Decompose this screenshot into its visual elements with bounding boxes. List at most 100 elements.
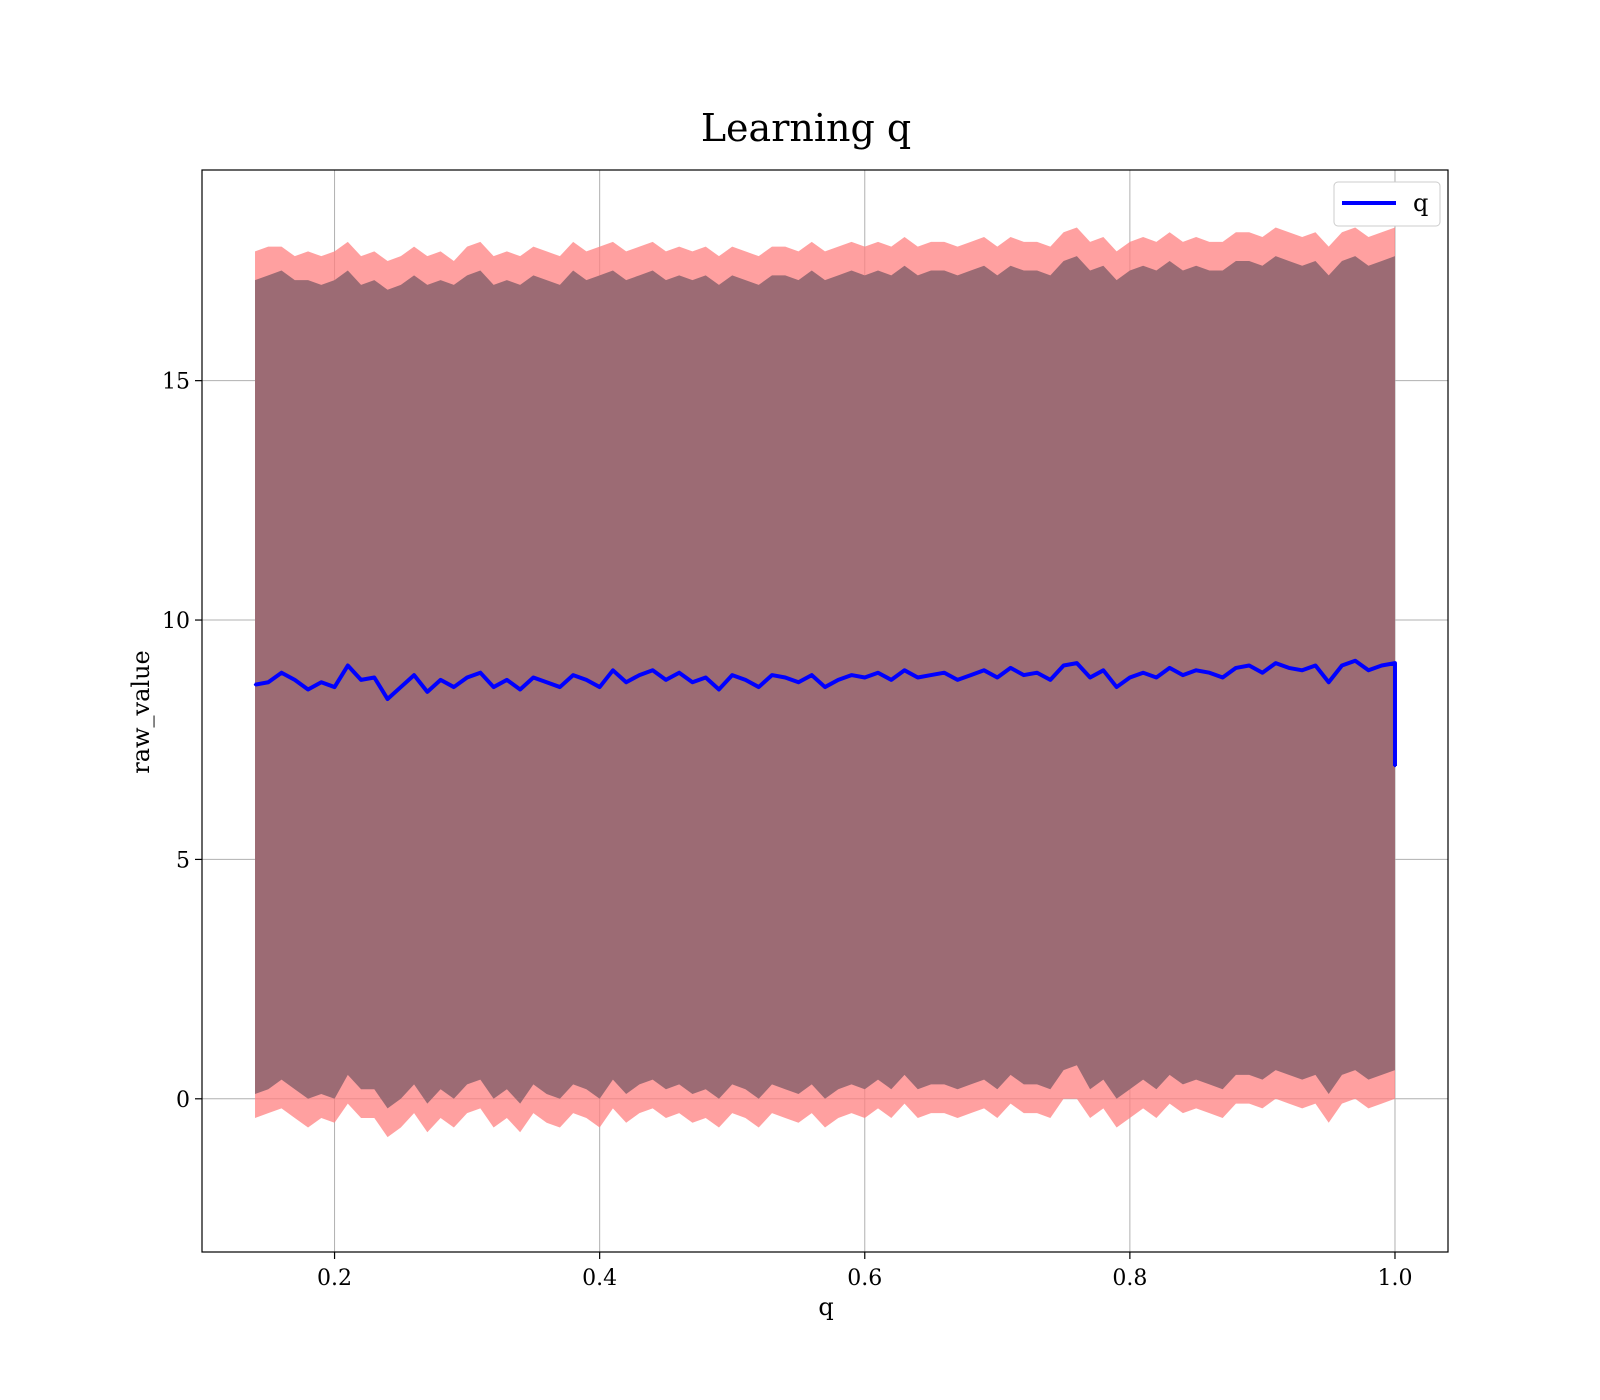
- series-point: [1300, 669, 1304, 672]
- series-point: [492, 685, 495, 689]
- series-point: [996, 676, 999, 679]
- series-point: [386, 697, 389, 701]
- series-point: [876, 671, 880, 674]
- y-tick-label: 5: [176, 848, 190, 873]
- x-tick-label: 0.8: [1112, 1266, 1147, 1291]
- series-point: [1234, 666, 1238, 670]
- series-point: [810, 673, 813, 677]
- series-point: [373, 676, 376, 679]
- x-tick-label: 1.0: [1377, 1266, 1412, 1291]
- series-point: [545, 681, 548, 684]
- series-point: [1221, 676, 1224, 679]
- series-point: [306, 688, 310, 691]
- series-point: [479, 671, 482, 674]
- series-point: [320, 681, 323, 684]
- series-point: [598, 685, 601, 689]
- series-point: [1247, 664, 1251, 667]
- series-point: [346, 664, 350, 667]
- series-point: [1035, 671, 1039, 674]
- legend-label: q: [1413, 189, 1428, 217]
- series-point: [1261, 671, 1264, 674]
- x-tick-label: 0.6: [847, 1266, 882, 1291]
- series-line-group: [253, 658, 1397, 768]
- series-point: [731, 673, 734, 677]
- series-point: [1075, 661, 1079, 665]
- series-point: [638, 673, 641, 677]
- series-point: [1327, 681, 1330, 684]
- series-point: [863, 676, 866, 679]
- y-tick-label: 15: [162, 370, 190, 395]
- series-point: [280, 671, 283, 674]
- series-point: [624, 681, 628, 684]
- series-point: [1194, 669, 1198, 672]
- series-point: [929, 673, 933, 677]
- inner-band: [255, 256, 1395, 1205]
- series-point: [704, 676, 707, 679]
- series-point: [916, 676, 919, 679]
- series-point: [585, 678, 588, 682]
- series-point: [677, 671, 681, 674]
- series-point: [797, 681, 800, 684]
- series-point: [1354, 659, 1357, 662]
- series-point: [1022, 673, 1026, 677]
- series-point: [1274, 661, 1277, 665]
- series-point: [465, 676, 469, 679]
- series-point: [1393, 661, 1397, 665]
- series-point: [1168, 666, 1171, 670]
- series-point: [1062, 664, 1065, 667]
- series-point: [1181, 673, 1185, 677]
- series-point: [1102, 669, 1105, 672]
- series-point: [664, 678, 668, 682]
- series-point: [651, 669, 654, 672]
- series-point: [969, 673, 973, 677]
- series-point: [770, 673, 774, 677]
- series-point: [1049, 678, 1052, 682]
- series-point: [717, 688, 721, 691]
- series-point: [1208, 671, 1211, 674]
- series-point: [412, 673, 416, 677]
- series-point: [1115, 685, 1118, 689]
- legend: q: [1333, 181, 1441, 227]
- x-tick-label: 0.4: [582, 1266, 617, 1291]
- series-point: [1009, 666, 1012, 670]
- series-point: [982, 669, 986, 672]
- y-tick-label: 0: [176, 1088, 190, 1113]
- chart-title: Learning q: [701, 106, 911, 150]
- y-axis-label: raw_value: [127, 650, 155, 774]
- series-point: [293, 678, 296, 682]
- y-ticks: 0 5 10 15: [162, 370, 202, 1113]
- series-point: [611, 669, 615, 672]
- series-point: [571, 673, 575, 677]
- series-point: [1340, 664, 1344, 667]
- series-point: [784, 676, 787, 679]
- series-point: [359, 678, 363, 682]
- series-point: [253, 683, 257, 686]
- series-point: [850, 673, 853, 677]
- series-point: [333, 685, 336, 689]
- series-point: [1314, 664, 1317, 667]
- inner-band-area: [255, 256, 1395, 1205]
- series-point: [890, 678, 893, 682]
- series-point: [1088, 676, 1092, 679]
- series-point: [505, 678, 509, 682]
- series-point: [532, 676, 535, 679]
- y-tick-label: 10: [162, 609, 190, 634]
- series-point: [1380, 664, 1383, 667]
- series-point: [518, 688, 522, 691]
- series-point: [1155, 676, 1158, 679]
- series-point: [558, 685, 562, 689]
- series-point: [943, 671, 946, 674]
- x-tick-label: 0.2: [317, 1266, 352, 1291]
- series-point: [1393, 764, 1397, 768]
- series-point: [823, 685, 827, 689]
- series-point: [903, 669, 906, 672]
- series-point: [956, 678, 959, 682]
- series-point: [691, 681, 694, 684]
- series-point: [757, 685, 760, 689]
- series-point: [439, 678, 442, 682]
- x-ticks: 0.2 0.4 0.6 0.8 1.0: [317, 1252, 1412, 1291]
- series-point: [1128, 676, 1132, 679]
- x-axis-label: q: [818, 1293, 833, 1321]
- series-point: [837, 678, 840, 682]
